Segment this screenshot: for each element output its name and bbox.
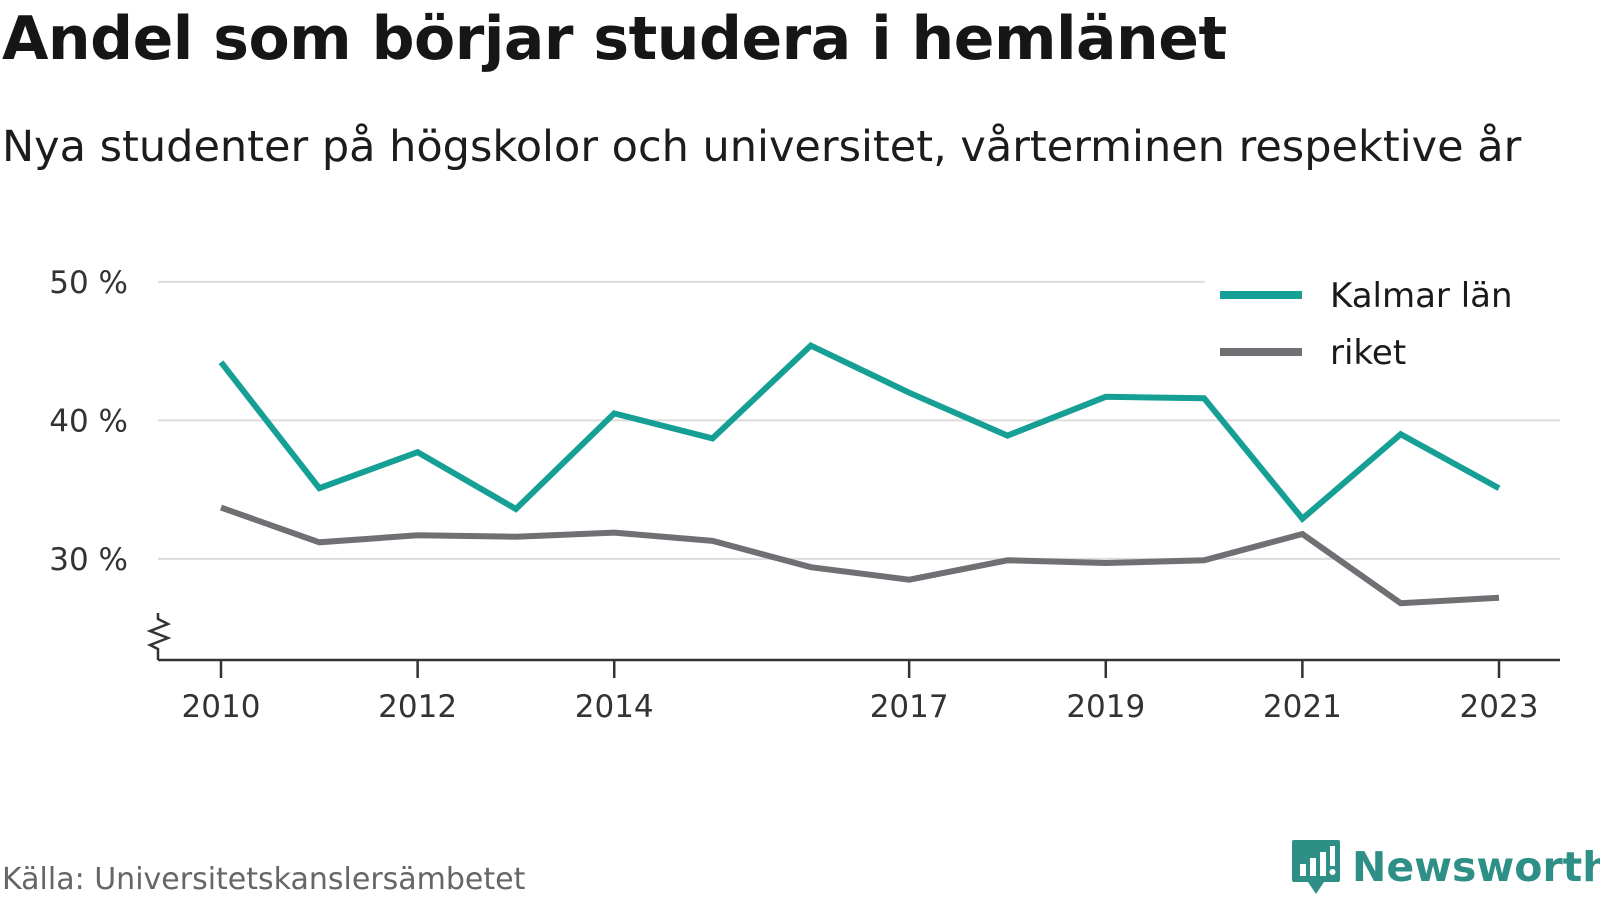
- x-tick-label: 2021: [1263, 689, 1342, 725]
- series-line-riket: [220, 504, 1500, 607]
- y-tick-label: 40 %: [49, 403, 128, 439]
- series-lines: [218, 342, 1501, 607]
- x-tick-label: 2023: [1460, 689, 1539, 725]
- newsworthy-logo-icon: [1292, 840, 1340, 894]
- chart-title: Andel som börjar studera i hemlänet: [2, 4, 1227, 74]
- x-tick-label: 2012: [378, 689, 457, 725]
- brand-logo: Newsworthy: [1290, 838, 1600, 896]
- x-tick-label: 2019: [1066, 689, 1145, 725]
- x-tick-label: 2017: [870, 689, 949, 725]
- line-chart: 30 % 40 % 50 % 2010 2012 2014 2017 2019 2021 2023…: [49, 265, 1560, 725]
- y-tick-label: 30 %: [49, 542, 128, 578]
- source-note: Källa: Universitetskanslersämbetet: [2, 862, 526, 897]
- legend-label: Kalmar län: [1330, 276, 1513, 316]
- legend: Kalmar län riket: [1205, 268, 1560, 378]
- x-tick-label: 2010: [182, 689, 261, 725]
- legend-background: [1205, 268, 1560, 378]
- brand-name: Newsworthy: [1352, 843, 1600, 891]
- axis-break-mark: [146, 613, 172, 660]
- axes: 30 % 40 % 50 % 2010 2012 2014 2017 2019 2021 2023: [49, 265, 1560, 725]
- chart-subtitle: Nya studenter på högskolor och universit…: [2, 122, 1522, 172]
- legend-label: riket: [1330, 333, 1406, 373]
- x-tick-label: 2014: [575, 689, 654, 725]
- series-line-kalmar-lan: [218, 342, 1501, 523]
- y-tick-label: 50 %: [49, 265, 128, 301]
